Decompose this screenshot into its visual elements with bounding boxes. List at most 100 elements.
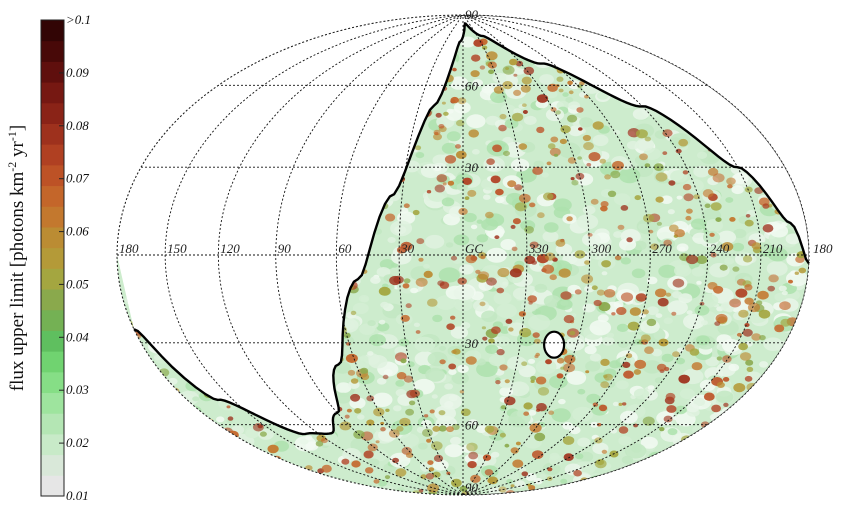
- flux-blob: [744, 375, 753, 382]
- flux-blob: [475, 269, 481, 274]
- flux-blob: [552, 10, 568, 21]
- flux-blob: [746, 366, 754, 372]
- flux-blob: [466, 114, 486, 129]
- flux-blob: [162, 452, 171, 460]
- flux-blob: [182, 485, 193, 493]
- flux-blob: [158, 368, 170, 377]
- flux-blob: [522, 103, 527, 107]
- flux-blob: [686, 254, 699, 265]
- flux-blob: [591, 285, 598, 291]
- flux-blob: [176, 484, 195, 495]
- flux-blob: [751, 333, 762, 341]
- flux-blob: [442, 182, 447, 186]
- flux-blob: [454, 298, 473, 312]
- flux-blob: [285, 30, 291, 35]
- flux-blob: [278, 149, 300, 165]
- flux-blob: [480, 255, 486, 260]
- flux-blob: [127, 438, 147, 453]
- flux-blob: [612, 160, 624, 171]
- flux-blob: [259, 145, 270, 154]
- flux-blob: [309, 214, 319, 222]
- flux-blob: [201, 136, 212, 144]
- flux-blob: [126, 107, 132, 112]
- flux-blob: [682, 455, 690, 462]
- flux-blob: [606, 23, 627, 35]
- flux-blob: [636, 218, 659, 235]
- flux-blob: [643, 213, 655, 223]
- flux-blob: [373, 187, 382, 193]
- flux-blob: [137, 460, 144, 465]
- flux-blob: [176, 434, 185, 440]
- colorbar-tick-label: 0.08: [66, 118, 89, 133]
- flux-blob: [254, 385, 265, 393]
- flux-blob: [154, 486, 166, 495]
- flux-blob: [358, 99, 380, 115]
- flux-blob: [786, 99, 792, 103]
- flux-blob: [585, 360, 601, 372]
- flux-blob: [248, 451, 259, 460]
- flux-blob: [184, 333, 192, 339]
- flux-blob: [245, 161, 258, 170]
- flux-blob: [144, 375, 154, 383]
- flux-blob: [413, 322, 420, 327]
- flux-blob: [166, 314, 183, 327]
- flux-blob: [697, 8, 718, 23]
- flux-blob: [268, 36, 281, 46]
- flux-blob: [234, 64, 239, 69]
- flux-blob: [496, 287, 505, 294]
- flux-blob: [626, 16, 633, 21]
- flux-blob: [338, 318, 359, 333]
- flux-blob: [761, 95, 773, 104]
- flux-blob: [435, 41, 455, 56]
- flux-blob: [618, 436, 632, 446]
- flux-blob: [720, 429, 732, 439]
- flux-blob: [330, 58, 338, 64]
- flux-blob: [233, 45, 247, 56]
- meridian-line: [462, 15, 709, 495]
- flux-blob: [683, 313, 705, 330]
- flux-blob: [222, 204, 231, 210]
- flux-blob: [147, 32, 157, 40]
- flux-blob: [364, 169, 373, 175]
- flux-blob: [315, 440, 324, 447]
- flux-blob: [387, 237, 396, 243]
- flux-blob: [660, 452, 680, 467]
- flux-blob: [163, 408, 179, 419]
- flux-blob: [238, 461, 257, 475]
- flux-blob: [224, 115, 231, 120]
- flux-blob: [690, 88, 702, 97]
- flux-blob: [237, 15, 246, 22]
- flux-blob: [450, 255, 458, 261]
- flux-blob: [711, 404, 721, 413]
- flux-blob: [264, 279, 269, 284]
- flux-blob: [398, 338, 410, 347]
- flux-blob: [675, 357, 686, 365]
- flux-blob: [544, 222, 559, 233]
- flux-blob: [622, 68, 635, 78]
- flux-blob: [696, 335, 710, 346]
- flux-blob: [231, 330, 239, 336]
- flux-blob: [727, 109, 737, 115]
- flux-blob: [599, 158, 606, 164]
- flux-blob: [767, 285, 775, 292]
- flux-blob: [195, 197, 206, 205]
- flux-blob: [122, 178, 137, 189]
- flux-blob: [203, 317, 218, 328]
- flux-blob: [468, 129, 480, 138]
- flux-blob: [472, 79, 484, 87]
- flux-blob: [524, 226, 534, 234]
- flux-blob: [362, 161, 383, 176]
- flux-blob: [568, 90, 574, 95]
- flux-blob: [380, 427, 386, 432]
- flux-blob: [663, 239, 672, 247]
- colorbar-cell: [41, 454, 64, 476]
- flux-blob: [771, 176, 781, 183]
- flux-blob: [224, 460, 231, 465]
- flux-blob: [636, 56, 644, 62]
- flux-blob: [281, 485, 288, 490]
- meridian-line: [217, 15, 464, 495]
- flux-blob: [740, 37, 753, 47]
- flux-blob: [770, 125, 781, 134]
- flux-blob: [228, 455, 235, 460]
